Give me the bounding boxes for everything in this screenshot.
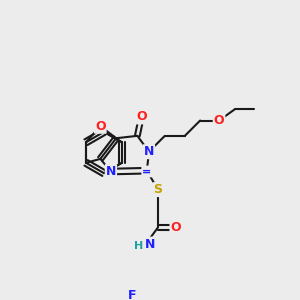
Text: N: N [144, 145, 154, 158]
Text: =: = [142, 167, 152, 176]
Text: S: S [154, 183, 163, 196]
Text: H: H [134, 241, 143, 251]
Text: N: N [106, 165, 116, 178]
Text: O: O [214, 114, 224, 127]
Text: O: O [95, 120, 106, 133]
Text: O: O [136, 110, 147, 123]
Text: O: O [170, 221, 181, 234]
Text: N: N [145, 238, 155, 250]
Text: F: F [128, 289, 137, 300]
